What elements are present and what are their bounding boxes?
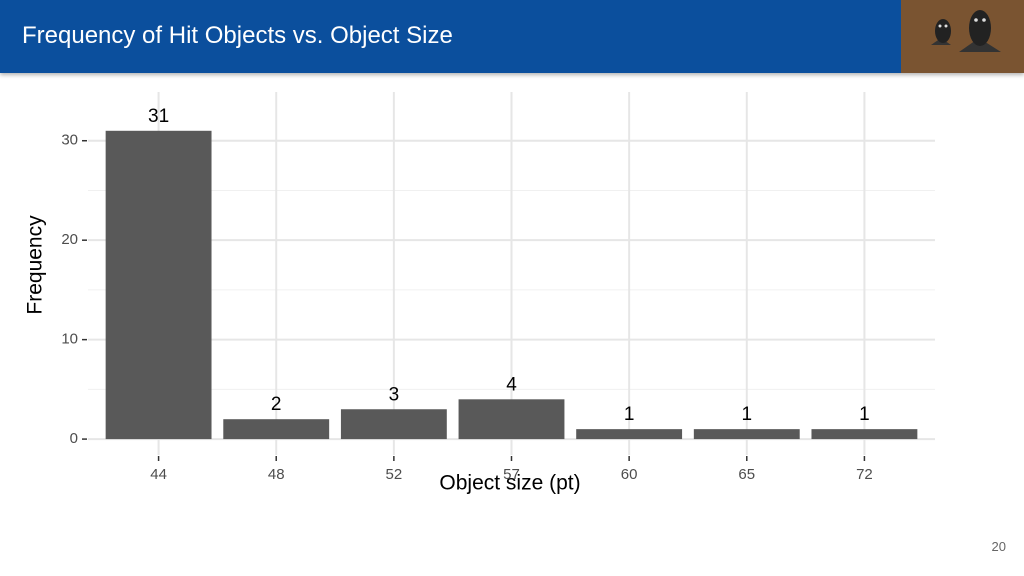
bar (340, 409, 447, 440)
data-label: 1 (859, 404, 870, 425)
data-label: 1 (624, 404, 635, 425)
x-tick-label: 48 (268, 466, 285, 483)
bar (223, 419, 330, 440)
x-tick-label: 57 (503, 466, 520, 483)
header-bar: Frequency of Hit Objects vs. Object Size (0, 0, 1024, 73)
bar (811, 429, 918, 440)
data-label: 2 (271, 394, 282, 415)
x-axis-title: Object size (pt) (439, 472, 580, 495)
bar (693, 429, 800, 440)
page-number: 20 (991, 539, 1006, 554)
data-label: 4 (506, 374, 517, 395)
x-tick-label: 60 (621, 466, 638, 483)
x-tick-label: 72 (856, 466, 873, 483)
data-label: 1 (741, 404, 752, 425)
bar (458, 399, 565, 440)
bar (105, 130, 212, 440)
slide-title: Frequency of Hit Objects vs. Object Size (22, 22, 453, 49)
y-tick-label: 30 (61, 132, 78, 149)
data-label: 3 (389, 384, 400, 405)
bar (576, 429, 683, 440)
y-tick-label: 20 (61, 231, 78, 248)
y-axis-title: Frequency (24, 215, 47, 315)
x-tick-label: 65 (738, 466, 755, 483)
y-tick-label: 0 (70, 430, 78, 447)
y-tick-label: 10 (61, 331, 78, 348)
x-tick-label: 44 (150, 466, 167, 483)
x-tick-label: 52 (386, 466, 403, 483)
header-image (901, 0, 1024, 73)
data-label: 31 (148, 106, 169, 127)
chart: Object size (pt) Frequency 0102030443148… (24, 92, 935, 495)
